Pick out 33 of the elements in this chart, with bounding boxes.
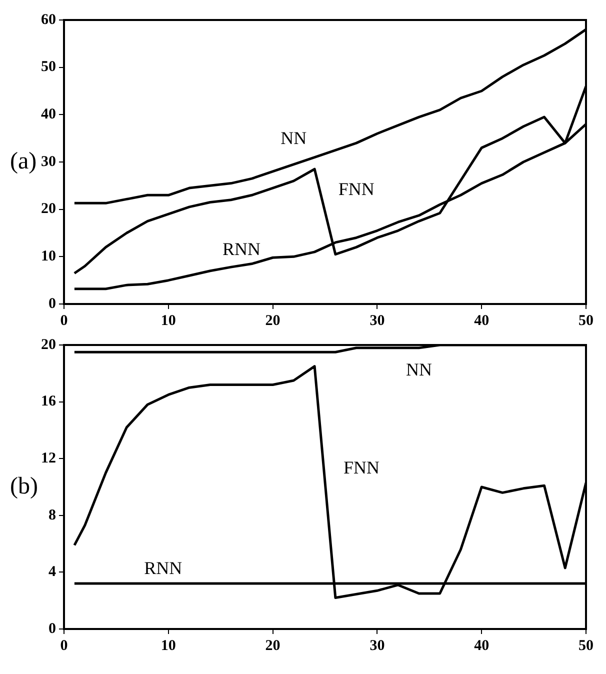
text: (a) <box>10 148 37 174</box>
y-tick-label: 12 <box>41 450 56 466</box>
y-tick-label: 0 <box>48 620 56 637</box>
series-label: RNN <box>144 558 182 578</box>
x-tick-label: 50 <box>578 312 594 329</box>
series-label: RNN <box>222 238 260 259</box>
y-tick-label: 20 <box>41 336 56 353</box>
y-tick-label: 60 <box>41 12 56 28</box>
x-tick-label: 10 <box>160 638 176 654</box>
y-tick-label: 16 <box>41 394 56 410</box>
x-tick-label: 40 <box>474 638 490 654</box>
x-tick-label: 0 <box>60 312 68 329</box>
y-tick-label: 30 <box>41 154 56 170</box>
series-label: NN <box>406 359 432 380</box>
y-tick-label: 0 <box>48 296 56 312</box>
x-tick-label: 50 <box>578 638 594 654</box>
series-label: FNN <box>344 457 380 478</box>
text: (b) <box>10 473 38 500</box>
series-label: FNN <box>338 179 374 200</box>
x-tick-label: 30 <box>370 638 385 654</box>
x-tick-label: 40 <box>474 312 490 329</box>
series-label: NN <box>280 128 307 148</box>
y-tick-label: 10 <box>41 248 56 265</box>
x-tick-label: 20 <box>265 638 280 654</box>
y-tick-label: 20 <box>41 201 56 218</box>
x-tick-label: 30 <box>370 312 385 329</box>
y-tick-label: 50 <box>41 59 56 76</box>
y-tick-label: 40 <box>41 106 56 123</box>
y-tick-label: 4 <box>48 564 56 580</box>
y-tick-label: 8 <box>48 507 56 524</box>
x-tick-label: 10 <box>160 312 176 329</box>
x-tick-label: 0 <box>60 638 68 654</box>
x-tick-label: 20 <box>265 312 280 329</box>
